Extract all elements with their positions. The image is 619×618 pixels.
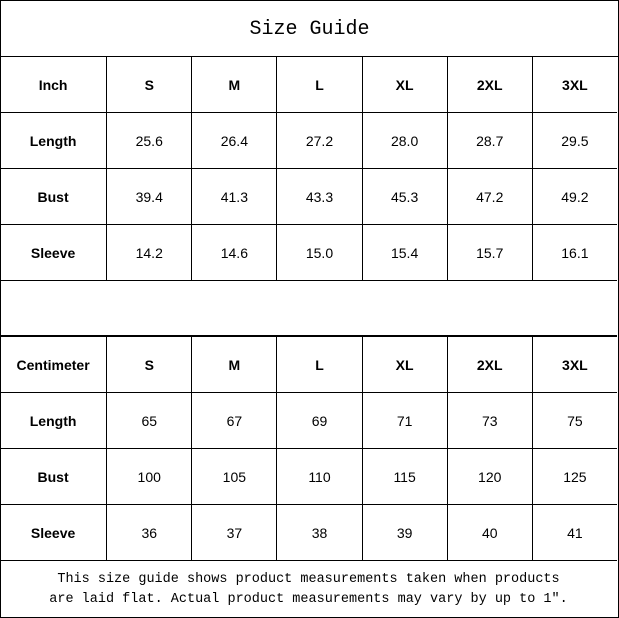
measurement-cell: 110 bbox=[276, 448, 363, 505]
table-row: Length 65 67 69 71 73 75 bbox=[0, 392, 617, 449]
page-title: Size Guide bbox=[1, 1, 618, 57]
table-row: Bust 100 105 110 115 120 125 bbox=[0, 448, 617, 505]
measurement-cell: 39 bbox=[361, 504, 448, 561]
row-label: Length bbox=[0, 112, 108, 169]
measurement-cell: 41 bbox=[531, 504, 617, 561]
size-header: S bbox=[106, 56, 193, 113]
measurement-cell: 115 bbox=[361, 448, 448, 505]
measurement-cell: 38 bbox=[276, 504, 363, 561]
measurement-cell: 37 bbox=[191, 504, 278, 561]
measurement-cell: 47.2 bbox=[446, 168, 533, 225]
table-row: Bust 39.4 41.3 43.3 45.3 47.2 49.2 bbox=[0, 168, 617, 225]
note-line-1: This size guide shows product measuremen… bbox=[57, 572, 560, 587]
measurement-cell: 120 bbox=[446, 448, 533, 505]
measurement-cell: 14.6 bbox=[191, 224, 278, 281]
row-label: Bust bbox=[0, 448, 108, 505]
measurement-cell: 28.7 bbox=[446, 112, 533, 169]
measurement-cell: 15.0 bbox=[276, 224, 363, 281]
unit-label: Inch bbox=[0, 56, 108, 113]
row-label: Length bbox=[0, 392, 108, 449]
measurement-cell: 28.0 bbox=[361, 112, 448, 169]
size-header: 2XL bbox=[446, 336, 533, 393]
measurement-cell: 40 bbox=[446, 504, 533, 561]
measurement-cell: 73 bbox=[446, 392, 533, 449]
size-header: M bbox=[191, 56, 278, 113]
centimeter-table: Centimeter S M L XL 2XL 3XL Length 65 67 69 71 73 75 B… bbox=[0, 336, 617, 561]
header-row: Inch S M L XL 2XL 3XL bbox=[0, 56, 617, 113]
measurement-cell: 29.5 bbox=[531, 112, 617, 169]
measurement-cell: 125 bbox=[531, 448, 617, 505]
size-header: 3XL bbox=[531, 336, 617, 393]
measurement-cell: 26.4 bbox=[191, 112, 278, 169]
measurement-note: This size guide shows product measuremen… bbox=[0, 561, 617, 616]
measurement-cell: 100 bbox=[106, 448, 193, 505]
row-label: Sleeve bbox=[0, 504, 108, 561]
measurement-cell: 25.6 bbox=[106, 112, 193, 169]
size-header: XL bbox=[361, 56, 448, 113]
note-line-2: are laid flat. Actual product measuremen… bbox=[49, 592, 568, 607]
measurement-cell: 36 bbox=[106, 504, 193, 561]
size-header: L bbox=[276, 56, 363, 113]
row-label: Sleeve bbox=[0, 224, 108, 281]
measurement-cell: 67 bbox=[191, 392, 278, 449]
row-label: Bust bbox=[0, 168, 108, 225]
table-row: Sleeve 14.2 14.6 15.0 15.4 15.7 16.1 bbox=[0, 224, 617, 281]
measurement-cell: 49.2 bbox=[531, 168, 617, 225]
measurement-cell: 45.3 bbox=[361, 168, 448, 225]
measurement-cell: 71 bbox=[361, 392, 448, 449]
size-header: 2XL bbox=[446, 56, 533, 113]
table-row: Length 25.6 26.4 27.2 28.0 28.7 29.5 bbox=[0, 112, 617, 169]
measurement-cell: 14.2 bbox=[106, 224, 193, 281]
measurement-cell: 27.2 bbox=[276, 112, 363, 169]
size-header: 3XL bbox=[531, 56, 617, 113]
measurement-cell: 15.4 bbox=[361, 224, 448, 281]
measurement-cell: 16.1 bbox=[531, 224, 617, 281]
measurement-cell: 39.4 bbox=[106, 168, 193, 225]
measurement-cell: 105 bbox=[191, 448, 278, 505]
measurement-cell: 69 bbox=[276, 392, 363, 449]
size-header: M bbox=[191, 336, 278, 393]
measurement-cell: 41.3 bbox=[191, 168, 278, 225]
measurement-cell: 43.3 bbox=[276, 168, 363, 225]
size-header: L bbox=[276, 336, 363, 393]
header-row: Centimeter S M L XL 2XL 3XL bbox=[0, 336, 617, 393]
measurement-cell: 65 bbox=[106, 392, 193, 449]
table-row: Sleeve 36 37 38 39 40 41 bbox=[0, 504, 617, 561]
measurement-cell: 15.7 bbox=[446, 224, 533, 281]
unit-label: Centimeter bbox=[0, 336, 108, 393]
table-spacer bbox=[0, 280, 617, 336]
inch-table: Inch S M L XL 2XL 3XL Length 25.6 26.4 27.2 28.0 28.… bbox=[0, 56, 617, 281]
measurement-cell: 75 bbox=[531, 392, 617, 449]
size-header: S bbox=[106, 336, 193, 393]
size-header: XL bbox=[361, 336, 448, 393]
